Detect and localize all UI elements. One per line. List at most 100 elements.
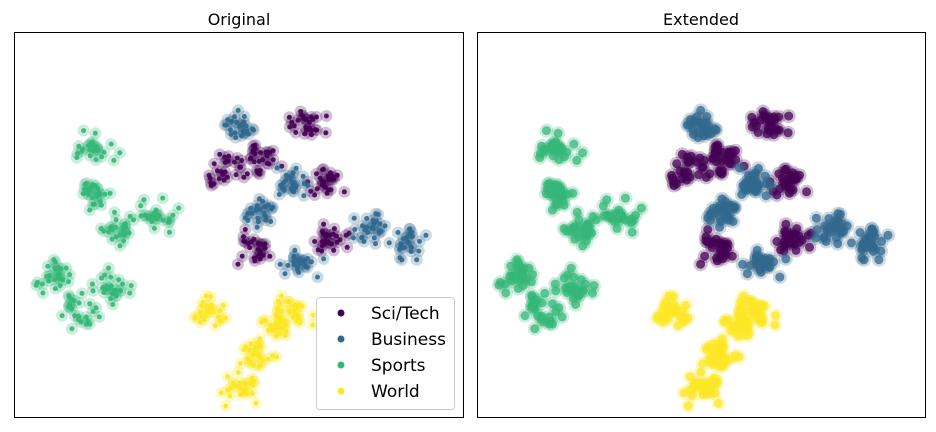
- point-sports: [66, 279, 71, 285]
- point-sports: [67, 272, 73, 278]
- point-world: [295, 312, 301, 318]
- point-world: [687, 391, 697, 401]
- point-business: [362, 227, 368, 233]
- point-scitech: [211, 161, 217, 167]
- point-sports: [138, 203, 144, 209]
- point-business: [414, 257, 420, 263]
- point-business: [723, 215, 733, 225]
- point-world: [739, 291, 749, 301]
- point-sports: [555, 145, 565, 155]
- point-scitech: [669, 181, 679, 190]
- point-sports: [570, 234, 580, 244]
- point-scitech: [331, 247, 337, 253]
- point-scitech: [214, 168, 220, 174]
- point-business: [233, 135, 239, 141]
- point-business: [751, 252, 761, 262]
- point-business: [760, 171, 770, 181]
- point-business: [819, 232, 829, 242]
- point-sports: [513, 263, 523, 273]
- point-world: [243, 387, 249, 393]
- point-world: [204, 309, 210, 315]
- point-world: [225, 374, 231, 380]
- point-scitech: [696, 259, 706, 269]
- point-world: [267, 323, 273, 329]
- point-business: [741, 183, 751, 193]
- point-sports: [540, 146, 550, 156]
- point-sports: [82, 181, 88, 187]
- point-world: [261, 317, 266, 323]
- point-scitech: [267, 253, 273, 259]
- point-world: [275, 306, 280, 312]
- point-scitech: [320, 231, 326, 237]
- point-world: [257, 362, 263, 368]
- point-business: [308, 259, 314, 265]
- point-world: [270, 353, 276, 359]
- point-sports: [111, 288, 117, 294]
- point-sports: [101, 149, 107, 155]
- point-scitech: [221, 177, 227, 183]
- point-sports: [127, 213, 133, 219]
- point-business: [833, 239, 843, 249]
- point-world: [710, 388, 720, 398]
- point-scitech: [764, 114, 773, 124]
- point-business: [292, 247, 298, 253]
- point-sports: [580, 279, 590, 289]
- point-world: [209, 306, 215, 312]
- point-world: [715, 338, 725, 348]
- point-business: [423, 232, 429, 238]
- point-world: [237, 361, 243, 367]
- point-scitech: [248, 239, 254, 245]
- point-business: [752, 178, 762, 188]
- point-scitech: [344, 244, 350, 250]
- point-sports: [626, 217, 636, 227]
- point-sports: [87, 207, 93, 213]
- point-business: [351, 215, 357, 221]
- point-scitech: [322, 184, 328, 190]
- plot-area-extended: [492, 103, 895, 414]
- point-sports: [505, 271, 515, 281]
- point-scitech: [711, 141, 721, 151]
- point-world: [197, 309, 203, 314]
- point-sports: [69, 326, 75, 332]
- point-business: [398, 241, 404, 247]
- point-world: [255, 340, 261, 346]
- point-sports: [94, 192, 99, 197]
- point-sports: [501, 288, 511, 298]
- legend-label-scitech: Sci/Tech: [371, 304, 440, 324]
- point-business: [234, 119, 240, 125]
- point-scitech: [248, 155, 254, 161]
- point-sports: [578, 148, 588, 158]
- point-business: [300, 173, 306, 179]
- point-scitech: [333, 233, 339, 239]
- point-sports: [108, 296, 114, 302]
- point-business: [855, 228, 865, 237]
- point-sports: [100, 285, 106, 291]
- point-scitech: [309, 132, 314, 138]
- point-scitech: [293, 130, 299, 135]
- point-scitech: [805, 242, 814, 252]
- point-scitech: [220, 171, 226, 177]
- point-business: [858, 239, 868, 249]
- point-sports: [74, 155, 80, 161]
- point-business: [775, 272, 785, 282]
- point-scitech: [782, 239, 792, 249]
- point-scitech: [682, 152, 692, 162]
- point-sports: [98, 202, 104, 208]
- point-business: [239, 133, 245, 139]
- point-sports: [556, 184, 565, 194]
- point-world: [717, 351, 727, 361]
- point-business: [246, 131, 252, 137]
- point-business: [417, 238, 422, 244]
- point-sports: [87, 321, 93, 327]
- point-scitech: [779, 246, 789, 256]
- point-sports: [59, 313, 65, 319]
- point-world: [260, 358, 266, 364]
- point-sports: [127, 290, 133, 296]
- point-sports: [82, 186, 88, 192]
- point-sports: [506, 261, 516, 271]
- legend-marker-world: [337, 387, 345, 395]
- point-scitech: [343, 232, 349, 238]
- point-sports: [120, 281, 126, 287]
- point-sports: [113, 217, 119, 223]
- point-sports: [562, 147, 572, 157]
